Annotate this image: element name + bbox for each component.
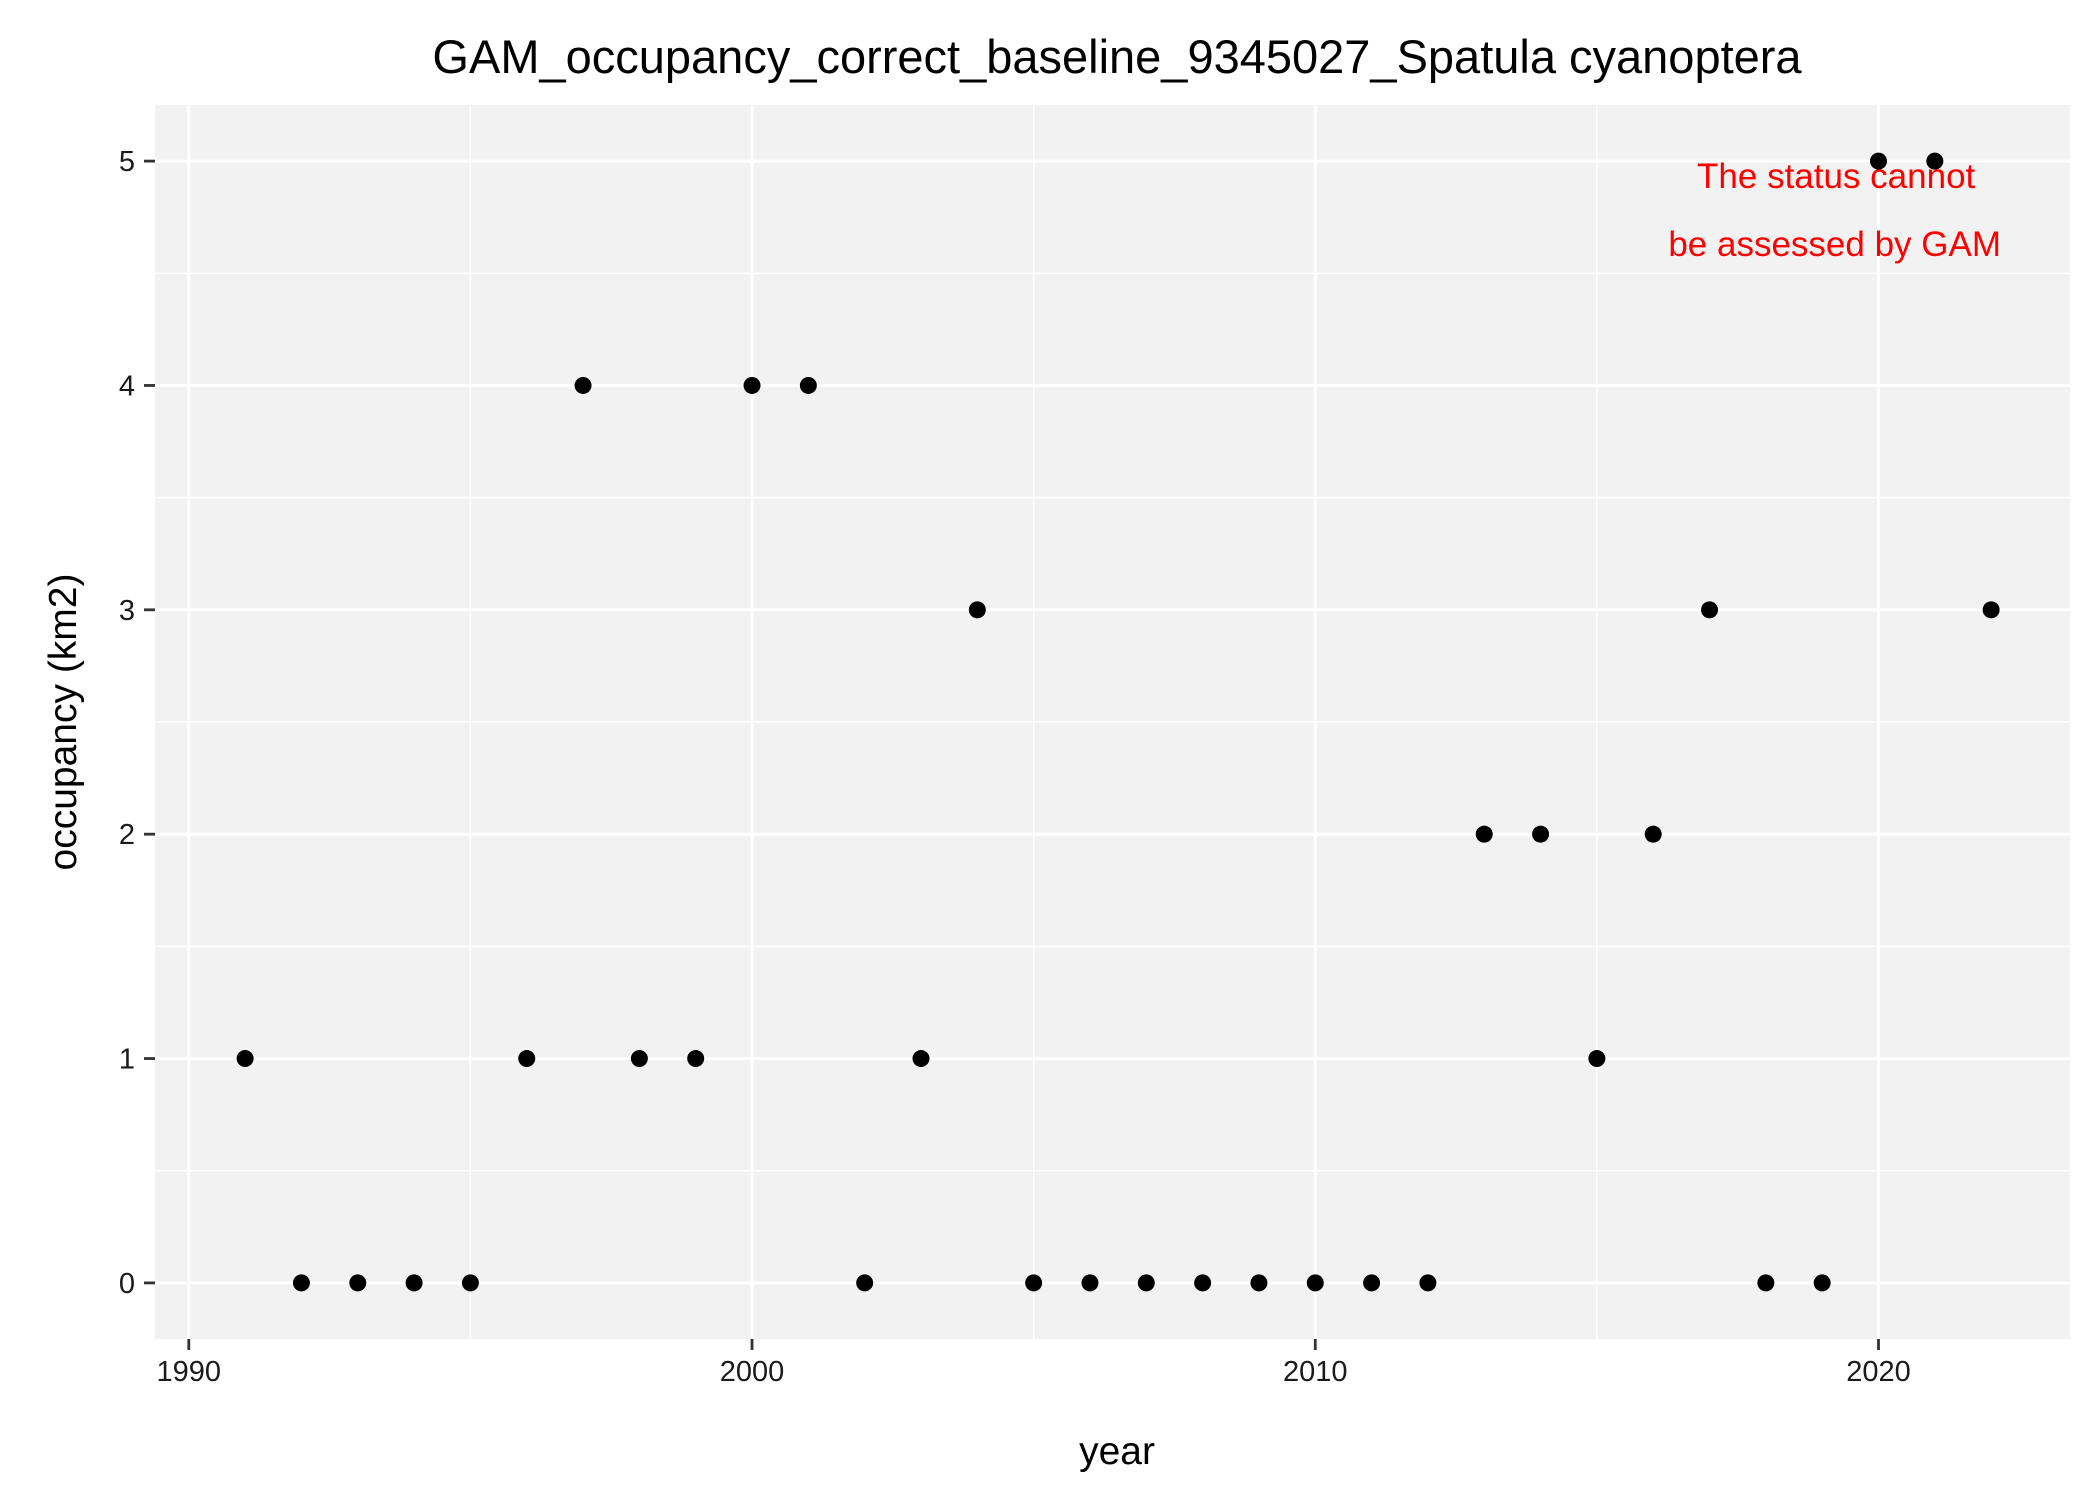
- y-axis-title: occupancy (km2): [42, 574, 85, 871]
- data-point: [1813, 1274, 1831, 1292]
- data-point: [349, 1274, 367, 1292]
- y-tick-label: 2: [119, 819, 135, 851]
- data-point: [1137, 1274, 1155, 1292]
- x-axis-title: year: [1079, 1430, 1155, 1473]
- data-point: [1870, 152, 1887, 170]
- y-tick-label: 0: [119, 1268, 135, 1300]
- y-tick-label: 1: [119, 1044, 135, 1076]
- data-point: [1475, 825, 1493, 843]
- data-point: [1532, 825, 1550, 843]
- data-point: [1363, 1274, 1381, 1292]
- x-tick-label: 2010: [1283, 1356, 1348, 1388]
- data-point: [968, 601, 986, 619]
- x-tick-label: 2000: [720, 1356, 785, 1388]
- data-point: [518, 1050, 536, 1068]
- data-point: [1701, 601, 1719, 619]
- data-point: [856, 1274, 874, 1292]
- data-point: [1250, 1274, 1268, 1292]
- data-point: [1306, 1274, 1324, 1292]
- data-point: [799, 376, 817, 394]
- data-point: [574, 376, 592, 394]
- data-points: [236, 152, 2000, 1292]
- y-tick-label: 4: [119, 370, 135, 402]
- chart-title: GAM_occupancy_correct_baseline_9345027_S…: [432, 30, 1802, 83]
- data-point: [1982, 601, 2000, 619]
- x-tick-label: 1990: [157, 1356, 222, 1388]
- data-point: [236, 1050, 254, 1068]
- data-point: [1644, 825, 1662, 843]
- data-point: [630, 1050, 648, 1068]
- data-point: [687, 1050, 705, 1068]
- y-tick-label: 5: [119, 146, 135, 178]
- data-point: [1194, 1274, 1212, 1292]
- status-annotation: The status cannot be assessed by GAM: [1668, 157, 2001, 264]
- data-point: [743, 376, 761, 394]
- data-point: [912, 1050, 930, 1068]
- grid-minor: [155, 105, 2070, 1339]
- data-point: [1025, 1274, 1043, 1292]
- data-point: [1757, 1274, 1775, 1292]
- data-point: [1926, 152, 1944, 170]
- annotation-line-2: be assessed by GAM: [1668, 225, 2001, 264]
- y-axis: 0 1 2 3 4 5: [119, 146, 155, 1300]
- x-tick-label: 2020: [1846, 1356, 1911, 1388]
- y-tick-label: 3: [119, 595, 135, 627]
- x-axis: 1990 2000 2010 2020: [157, 1339, 1911, 1388]
- data-point: [1081, 1274, 1099, 1292]
- data-point: [1588, 1050, 1606, 1068]
- data-point: [292, 1274, 310, 1292]
- data-point: [1419, 1274, 1437, 1292]
- annotation-line-1: The status cannot: [1697, 157, 1975, 196]
- data-point: [461, 1274, 479, 1292]
- data-point: [405, 1274, 423, 1292]
